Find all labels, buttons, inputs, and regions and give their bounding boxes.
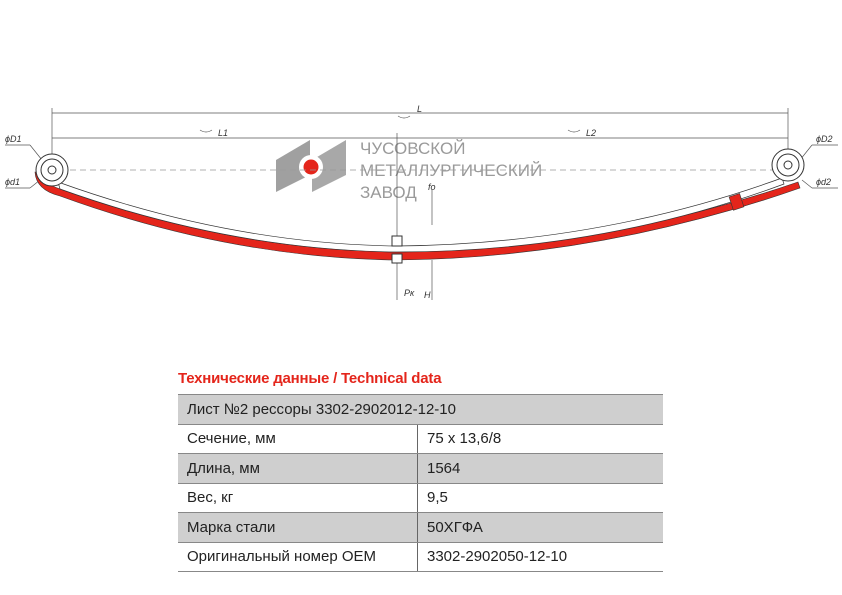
logo: ЧУСОВСКОЙ МЕТАЛЛУРГИЧЕСКИЙ ЗАВОД xyxy=(276,139,542,202)
table-row: Оригинальный номер OEM 3302-2902050-12-10 xyxy=(178,542,663,572)
row-label: Сечение, мм xyxy=(178,424,418,454)
table-row: Сечение, мм 75 x 13,6/8 xyxy=(178,424,663,454)
table-header: Лист №2 рессоры 3302-2902012-12-10 xyxy=(178,394,663,425)
table-title: Технические данные / Technical data xyxy=(178,370,442,387)
row-label: Вес, кг xyxy=(178,483,418,513)
label-l: L xyxy=(417,104,422,114)
label-d1-inner: ϕd1 xyxy=(5,177,20,187)
table-row: Вес, кг 9,5 xyxy=(178,483,663,513)
row-label: Длина, мм xyxy=(178,453,418,484)
label-d1-outer: ϕD1 xyxy=(5,134,22,144)
table-row: Марка стали 50ХГФА xyxy=(178,512,663,543)
label-d2-inner: ϕd2 xyxy=(816,177,831,187)
label-h: H xyxy=(424,290,431,300)
row-value: 75 x 13,6/8 xyxy=(417,424,663,454)
logo-line-3: ЗАВОД xyxy=(360,183,417,202)
technical-data-table: Лист №2 рессоры 3302-2902012-12-10 Сечен… xyxy=(178,394,663,572)
logo-line-1: ЧУСОВСКОЙ xyxy=(360,139,465,158)
label-d2-outer: ϕD2 xyxy=(816,134,833,144)
row-value: 50ХГФА xyxy=(417,512,663,543)
row-value: 9,5 xyxy=(417,483,663,513)
row-value: 3302-2902050-12-10 xyxy=(417,542,663,572)
label-l1: L1 xyxy=(218,128,228,138)
table-row: Длина, мм 1564 xyxy=(178,453,663,484)
row-value: 1564 xyxy=(417,453,663,484)
table-header-row: Лист №2 рессоры 3302-2902012-12-10 xyxy=(178,394,663,425)
row-label: Марка стали xyxy=(178,512,418,543)
logo-line-2: МЕТАЛЛУРГИЧЕСКИЙ xyxy=(360,161,542,180)
row-label: Оригинальный номер OEM xyxy=(178,542,418,572)
label-l2: L2 xyxy=(586,128,596,138)
leaf-spring-drawing: ЧУСОВСКОЙ МЕТАЛЛУРГИЧЕСКИЙ ЗАВОД L L1 L2… xyxy=(5,104,838,300)
label-f: fo xyxy=(428,182,436,192)
label-pk: Pк xyxy=(404,288,415,298)
